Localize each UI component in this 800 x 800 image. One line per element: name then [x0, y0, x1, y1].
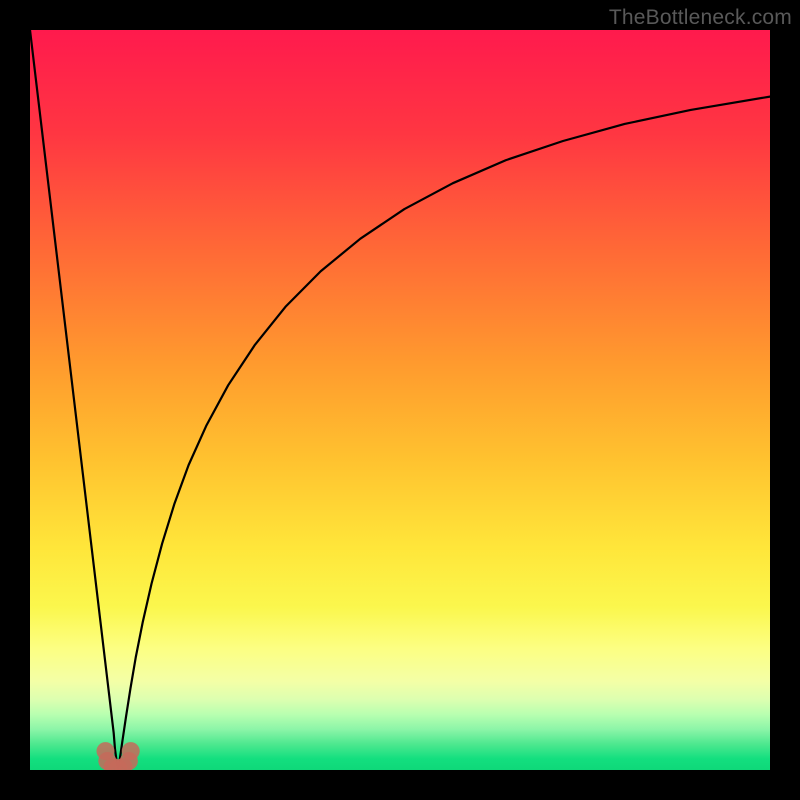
- watermark-text: TheBottleneck.com: [609, 6, 792, 30]
- figure-container: TheBottleneck.com: [0, 0, 800, 800]
- plot-background: [30, 30, 770, 770]
- bottleneck-curve-chart: [0, 0, 800, 800]
